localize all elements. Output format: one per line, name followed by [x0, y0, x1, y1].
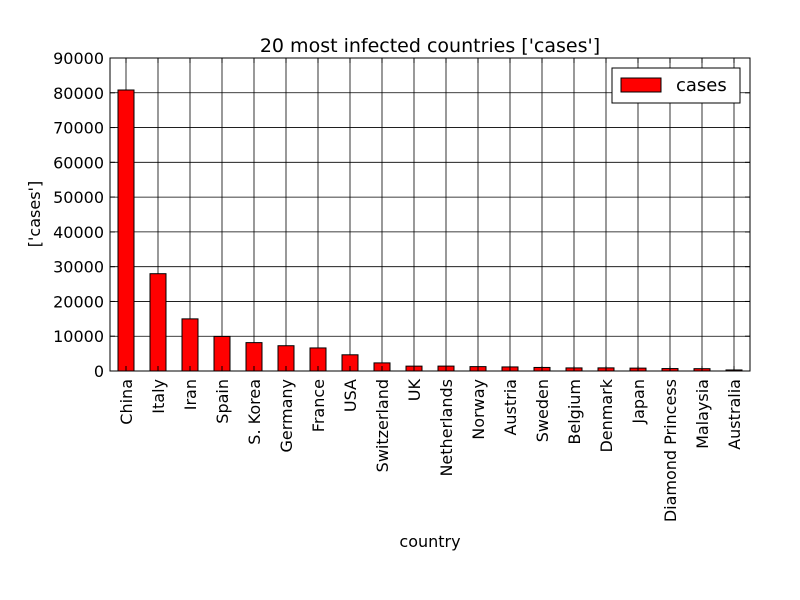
legend-label: cases [676, 75, 727, 96]
y-tick-label: 60000 [53, 153, 104, 172]
y-axis-label: ['cases'] [25, 181, 44, 247]
bar-spain [213, 335, 231, 372]
y-tick-label: 90000 [53, 49, 104, 68]
x-tick-label: Austria [501, 379, 520, 436]
x-tick-label: Switzerland [373, 379, 392, 472]
x-tick-label: Belgium [565, 379, 584, 445]
y-tick-label: 0 [94, 362, 104, 381]
x-tick-label: Denmark [597, 378, 616, 452]
x-tick-label: Germany [277, 379, 296, 453]
ticks [110, 57, 750, 372]
y-tick-label: 20000 [53, 292, 104, 311]
x-tick-label: Japan [629, 379, 648, 425]
grid [110, 57, 750, 372]
x-axis-label: country [399, 532, 460, 551]
x-tick-label: Netherlands [437, 379, 456, 477]
y-tick-label: 10000 [53, 327, 104, 346]
x-tick-label: Italy [149, 379, 168, 414]
y-tick-label: 50000 [53, 188, 104, 207]
x-tick-label: Sweden [533, 379, 552, 442]
x-tick-label: Malaysia [693, 379, 712, 449]
bar-italy [149, 273, 167, 372]
legend: cases [611, 67, 741, 104]
y-tick-label: 80000 [53, 84, 104, 103]
x-tick-labels: China Italy Iran Spain S. Korea Germany France… [117, 378, 744, 522]
x-tick-label: Diamond Princess [661, 379, 680, 522]
y-tick-label: 30000 [53, 258, 104, 277]
y-tick-label: 70000 [53, 119, 104, 138]
x-tick-label: S. Korea [245, 379, 264, 445]
plot-frame [109, 57, 751, 372]
x-tick-label: France [309, 379, 328, 432]
bar-china [117, 89, 135, 372]
bar-iran [181, 318, 199, 372]
x-tick-label: China [117, 379, 136, 425]
y-tick-labels: 0 10000 20000 30000 40000 50000 60000 70000 8000… [53, 49, 104, 381]
x-tick-label: Australia [725, 379, 744, 450]
legend-swatch [620, 77, 662, 93]
y-tick-label: 40000 [53, 223, 104, 242]
x-tick-label: Spain [213, 379, 232, 424]
x-tick-label: USA [341, 379, 360, 412]
x-tick-label: Norway [469, 379, 488, 440]
x-tick-label: Iran [181, 379, 200, 410]
bars [117, 89, 743, 372]
x-tick-label: UK [405, 378, 424, 401]
chart-title: 20 most infected countries ['cases'] [260, 35, 600, 57]
